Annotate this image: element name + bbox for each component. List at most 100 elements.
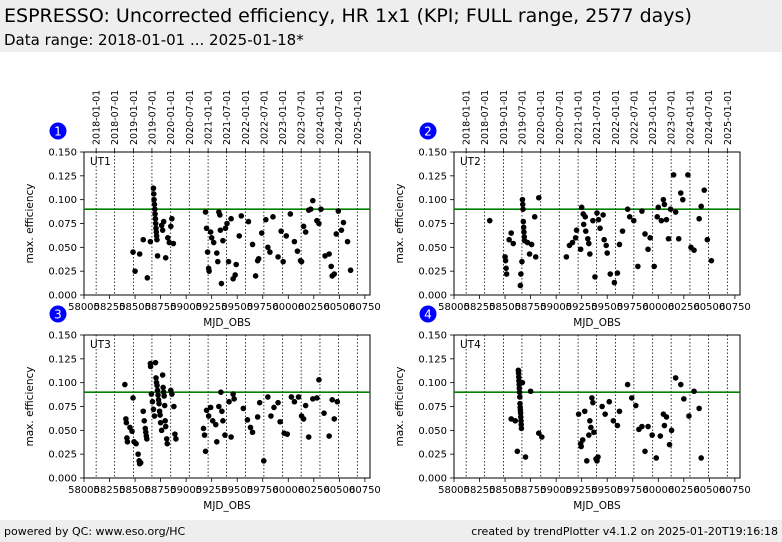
data-point: [670, 172, 677, 178]
data-point: [642, 231, 648, 237]
chart-panel-1: 2018-01-01 2018-07-01 2019-01-01 2019-07-01…: [24, 90, 381, 329]
date-tick-label: 2023-07-01: [297, 90, 308, 145]
y-tick-label: 0.000: [418, 474, 447, 485]
data-point: [691, 247, 697, 253]
data-point: [599, 403, 605, 410]
x-tick-label: 59000: [540, 485, 572, 496]
chart-panel-4: 0.000 0.025 0.050 0.075 0.100 0.125 0.150 58000…: [394, 305, 751, 512]
data-point: [573, 227, 580, 233]
data-point: [240, 405, 247, 412]
x-tick-label: 58000: [438, 485, 470, 496]
data-point: [267, 249, 273, 255]
data-point: [225, 258, 232, 265]
x-tick-label: 58000: [68, 302, 100, 313]
data-point: [522, 454, 529, 460]
data-point: [502, 257, 509, 264]
data-point: [701, 187, 708, 193]
x-tick-label: 58000: [68, 485, 100, 496]
data-point: [224, 220, 230, 227]
data-point: [232, 272, 238, 278]
data-point: [572, 235, 579, 241]
data-point: [535, 430, 542, 436]
panel-badge: [419, 122, 437, 140]
data-point: [207, 404, 214, 411]
data-point: [578, 204, 585, 211]
data-point: [268, 413, 274, 419]
date-tick-label: 2018-07-01: [110, 90, 121, 145]
y-tick-label: 0.050: [418, 243, 447, 254]
y-tick-label: 0.000: [48, 474, 77, 485]
data-point: [228, 434, 234, 440]
data-point: [231, 396, 237, 402]
data-point: [307, 206, 314, 212]
data-point: [600, 212, 606, 218]
data-point: [645, 423, 651, 430]
data-point: [153, 375, 159, 381]
data-point: [667, 206, 674, 212]
data-point: [569, 239, 576, 246]
data-point: [219, 408, 225, 415]
data-point: [590, 217, 596, 224]
data-point: [302, 402, 309, 409]
x-tick-label: 60500: [693, 302, 725, 313]
data-point: [222, 225, 229, 232]
data-point: [220, 237, 226, 244]
data-point: [516, 389, 523, 396]
data-point: [685, 172, 691, 178]
data-point: [215, 258, 221, 265]
x-axis-label: MJD_OBS: [573, 317, 621, 329]
date-tick-label: 2024-01-01: [315, 90, 326, 145]
data-point: [154, 236, 160, 243]
data-point: [519, 379, 526, 386]
data-point: [334, 398, 341, 405]
data-point: [150, 406, 157, 413]
data-point: [132, 268, 138, 274]
data-point: [321, 410, 327, 416]
data-point: [280, 258, 286, 265]
data-point: [216, 403, 222, 410]
data-point: [152, 220, 159, 227]
x-tick-label: 58250: [94, 302, 126, 313]
data-point: [300, 416, 307, 422]
data-point: [314, 395, 320, 401]
data-point: [503, 271, 510, 277]
x-tick-label: 59250: [566, 485, 598, 496]
data-point: [508, 230, 514, 236]
data-point: [603, 242, 609, 249]
data-point: [519, 258, 525, 265]
data-point: [233, 261, 239, 268]
data-point: [144, 436, 150, 442]
data-point: [260, 458, 267, 464]
data-point: [212, 421, 219, 428]
x-tick-label: 60500: [693, 485, 725, 496]
footer-credit: powered by QC: www.eso.org/HC: [4, 525, 186, 538]
data-point: [218, 389, 224, 396]
panel-badge-number: 4: [424, 308, 432, 322]
data-point: [141, 418, 148, 424]
data-point: [147, 238, 154, 245]
data-point: [284, 431, 291, 437]
data-point: [665, 235, 672, 242]
y-tick-label: 0.150: [48, 148, 77, 159]
data-point: [660, 196, 667, 203]
data-point: [130, 395, 136, 401]
data-point: [300, 223, 307, 230]
data-point: [218, 280, 225, 287]
data-point: [236, 233, 243, 239]
data-point: [527, 388, 534, 395]
data-point: [157, 419, 164, 426]
x-tick-label: 58750: [145, 302, 177, 313]
data-point: [535, 194, 542, 201]
data-point: [161, 402, 168, 409]
data-point: [526, 251, 533, 257]
plot-frame: [83, 334, 371, 479]
data-point: [639, 208, 645, 214]
x-tick-label: 60500: [323, 302, 355, 313]
data-point: [329, 397, 336, 403]
data-point: [614, 422, 621, 429]
date-tick-label: 2019-07-01: [517, 90, 528, 145]
data-point: [288, 394, 295, 400]
data-point: [310, 197, 316, 204]
data-point: [680, 196, 686, 203]
data-point: [518, 271, 524, 277]
